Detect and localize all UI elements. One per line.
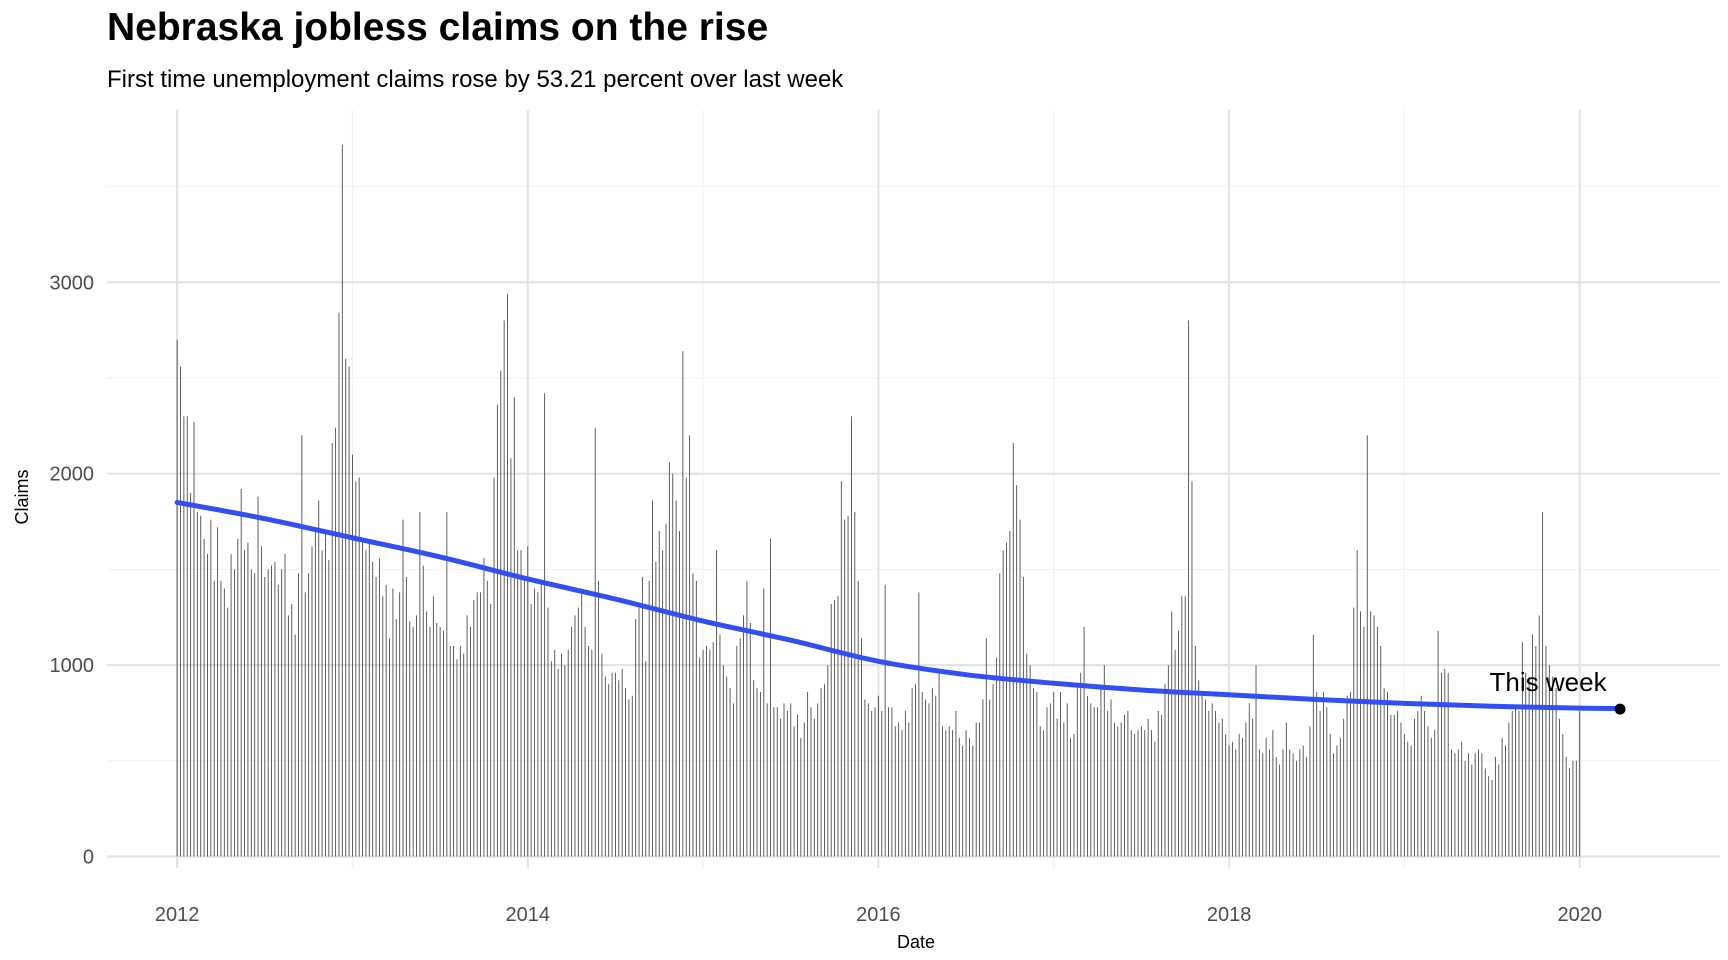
this-week-point [1614, 703, 1626, 715]
x-axis-title: Date [897, 932, 935, 952]
y-tick-label: 3000 [50, 272, 95, 294]
y-tick-label: 1000 [50, 655, 95, 677]
y-tick-label: 2000 [50, 464, 95, 486]
chart-title: Nebraska jobless claims on the rise [107, 6, 769, 49]
chart-subtitle: First time unemployment claims rose by 5… [107, 66, 844, 93]
axis-layer: Date Claims 2012 2014 2016 2018 2020 0 1000 200… [12, 272, 1602, 952]
annotation-layer: This week [1490, 667, 1626, 715]
x-tick-label: 2016 [856, 904, 901, 926]
x-tick-label: 2012 [155, 904, 200, 926]
x-tick-label: 2018 [1207, 904, 1252, 926]
y-tick-label: 0 [83, 847, 94, 869]
y-axis-title: Claims [12, 469, 32, 524]
trend-layer [174, 499, 1623, 712]
x-tick-label: 2014 [506, 904, 551, 926]
this-week-label: This week [1490, 667, 1608, 697]
bars-layer [176, 144, 1581, 857]
trend-line [174, 499, 1623, 712]
x-tick-label: 2020 [1557, 904, 1602, 926]
